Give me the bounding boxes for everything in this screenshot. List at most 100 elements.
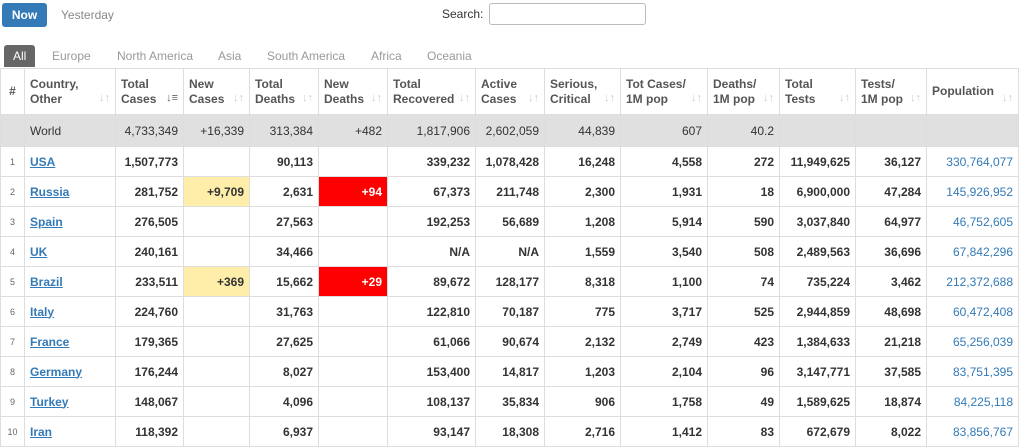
country-link[interactable]: USA	[30, 154, 56, 169]
table-row: 1 USA 1,507,773 90,113 339,232 1,078,428 16,24…	[0, 146, 1019, 177]
tab-north-america[interactable]: North America	[117, 49, 194, 63]
header-serious-critical[interactable]: Serious, Critical ↓↑	[544, 68, 621, 115]
active-cases-cell: 56,689	[475, 206, 545, 237]
header-new-cases[interactable]: New Cases ↓↑	[183, 68, 250, 115]
population-cell: 60,472,408	[926, 296, 1019, 327]
table-row: 6 Italy 224,760 31,763 122,810 70,187 775 3,717…	[0, 296, 1019, 327]
total-recovered-cell: 122,810	[387, 296, 476, 327]
header-population[interactable]: Population ↓↑	[926, 68, 1019, 115]
header-country[interactable]: Country, Other ↓↑	[24, 68, 116, 115]
tab-south-america[interactable]: South America	[267, 49, 346, 63]
total-cases-cell: 233,511	[115, 266, 184, 297]
sort-arrows-icon[interactable]: ↓↑	[604, 92, 615, 104]
country-link[interactable]: Italy	[30, 304, 55, 319]
sort-arrows-icon[interactable]: ↓↑	[459, 92, 470, 104]
sort-arrows-icon[interactable]: ↓≡	[166, 92, 178, 104]
tests-per-million-cell: 3,462	[855, 266, 927, 297]
sort-arrows-icon[interactable]: ↓↑	[910, 92, 921, 104]
country-cell: Germany	[24, 356, 116, 387]
cases-per-million-cell: 4,558	[620, 146, 708, 177]
tab-all[interactable]: All	[4, 45, 36, 67]
active-cases-cell: 2,602,059	[475, 114, 545, 147]
country-cell: World	[24, 114, 116, 147]
yesterday-button[interactable]: Yesterday	[61, 8, 114, 22]
rank-cell: 9	[0, 386, 25, 417]
country-link[interactable]: UK	[30, 244, 48, 259]
country-cell: Iran	[24, 416, 116, 447]
rank-cell: 4	[0, 236, 25, 267]
tests-per-million-cell: 18,874	[855, 386, 927, 417]
country-link[interactable]: Germany	[30, 364, 83, 379]
header-total-cases[interactable]: Total Cases ↓≡	[115, 68, 184, 115]
tab-asia[interactable]: Asia	[218, 49, 242, 63]
new-cases-cell: +9,709	[183, 176, 250, 207]
rank-cell: 1	[0, 146, 25, 177]
total-recovered-cell: 153,400	[387, 356, 476, 387]
new-deaths-cell: +29	[318, 266, 388, 297]
sort-arrows-icon[interactable]: ↓↑	[839, 92, 850, 104]
new-cases-cell	[183, 146, 250, 177]
active-cases-cell: 35,834	[475, 386, 545, 417]
sort-arrows-icon[interactable]: ↓↑	[233, 92, 244, 104]
country-link[interactable]: Russia	[30, 184, 70, 199]
rank-cell: 3	[0, 206, 25, 237]
new-deaths-cell: +482	[318, 114, 388, 147]
country-link[interactable]: Iran	[30, 424, 53, 439]
country-link[interactable]: Turkey	[30, 394, 69, 409]
total-deaths-cell: 313,384	[249, 114, 319, 147]
sort-arrows-icon[interactable]: ↓↑	[99, 92, 110, 104]
total-cases-cell: 4,733,349	[115, 114, 184, 147]
total-tests-cell: 2,489,563	[779, 236, 856, 267]
total-cases-cell: 179,365	[115, 326, 184, 357]
serious-critical-cell: 2,300	[544, 176, 621, 207]
now-button[interactable]: Now	[2, 3, 47, 27]
sort-arrows-icon[interactable]: ↓↑	[1002, 92, 1013, 104]
sort-arrows-icon[interactable]: ↓↑	[302, 92, 313, 104]
total-recovered-cell: 67,373	[387, 176, 476, 207]
country-cell: Italy	[24, 296, 116, 327]
total-deaths-cell: 4,096	[249, 386, 319, 417]
new-cases-cell	[183, 236, 250, 267]
header-total-tests-line1: Total	[785, 76, 813, 91]
header-cases-per-million[interactable]: Tot Cases/1M pop ↓↑	[620, 68, 708, 115]
tab-africa[interactable]: Africa	[371, 49, 402, 63]
total-cases-cell: 281,752	[115, 176, 184, 207]
tab-oceania[interactable]: Oceania	[427, 49, 472, 63]
header-total-tests[interactable]: Total Tests ↓↑	[779, 68, 856, 115]
country-link[interactable]: Brazil	[30, 274, 63, 289]
header-tests-per-million[interactable]: Tests/1M pop ↓↑	[855, 68, 927, 115]
active-cases-cell: N/A	[475, 236, 545, 267]
header-serious-critical-line1: Serious,	[550, 76, 598, 91]
country-cell: Russia	[24, 176, 116, 207]
cases-per-million-cell: 5,914	[620, 206, 708, 237]
header-deaths-per-million[interactable]: Deaths/1M pop ↓↑	[707, 68, 780, 115]
country-link[interactable]: Spain	[30, 214, 63, 229]
header-deaths-per-million-line2: 1M pop	[713, 91, 755, 106]
cases-per-million-cell: 2,749	[620, 326, 708, 357]
active-cases-cell: 211,748	[475, 176, 545, 207]
rank-cell: 7	[0, 326, 25, 357]
header-active-cases-line1: Active	[481, 76, 518, 91]
sort-arrows-icon[interactable]: ↓↑	[691, 92, 702, 104]
header-tests-per-million-line2: 1M pop	[861, 91, 903, 106]
total-deaths-cell: 8,027	[249, 356, 319, 387]
country-link[interactable]: France	[30, 334, 70, 349]
search-input[interactable]	[489, 3, 646, 25]
population-cell: 330,764,077	[926, 146, 1019, 177]
total-tests-cell: 11,949,625	[779, 146, 856, 177]
deaths-per-million-cell: 18	[707, 176, 780, 207]
header-new-deaths[interactable]: New Deaths ↓↑	[318, 68, 388, 115]
total-tests-cell	[779, 114, 856, 147]
new-deaths-cell	[318, 326, 388, 357]
table-row: 10 Iran 118,392 6,937 93,147 18,308 2,716 1,412…	[0, 416, 1019, 447]
sort-arrows-icon[interactable]: ↓↑	[528, 92, 539, 104]
new-deaths-cell	[318, 236, 388, 267]
header-total-deaths[interactable]: Total Deaths ↓↑	[249, 68, 319, 115]
header-active-cases[interactable]: Active Cases ↓↑	[475, 68, 545, 115]
header-total-recovered[interactable]: Total Recovered ↓↑	[387, 68, 476, 115]
header-cases-per-million-line2: 1M pop	[626, 91, 668, 106]
sort-arrows-icon[interactable]: ↓↑	[371, 92, 382, 104]
tab-europe[interactable]: Europe	[52, 49, 91, 63]
total-cases-cell: 240,161	[115, 236, 184, 267]
sort-arrows-icon[interactable]: ↓↑	[763, 92, 774, 104]
